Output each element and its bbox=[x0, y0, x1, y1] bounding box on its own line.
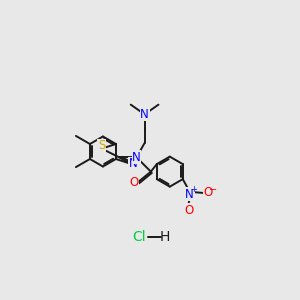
Text: Cl: Cl bbox=[132, 230, 146, 244]
Text: N: N bbox=[129, 157, 138, 170]
Text: O: O bbox=[129, 176, 139, 188]
Text: N: N bbox=[140, 108, 149, 121]
Text: S: S bbox=[98, 139, 105, 152]
Text: O: O bbox=[184, 204, 193, 217]
Text: N: N bbox=[185, 188, 194, 201]
Text: N: N bbox=[132, 151, 141, 164]
Text: H: H bbox=[160, 230, 170, 244]
Text: +: + bbox=[190, 185, 197, 194]
Text: O: O bbox=[204, 187, 213, 200]
Text: −: − bbox=[209, 185, 217, 195]
